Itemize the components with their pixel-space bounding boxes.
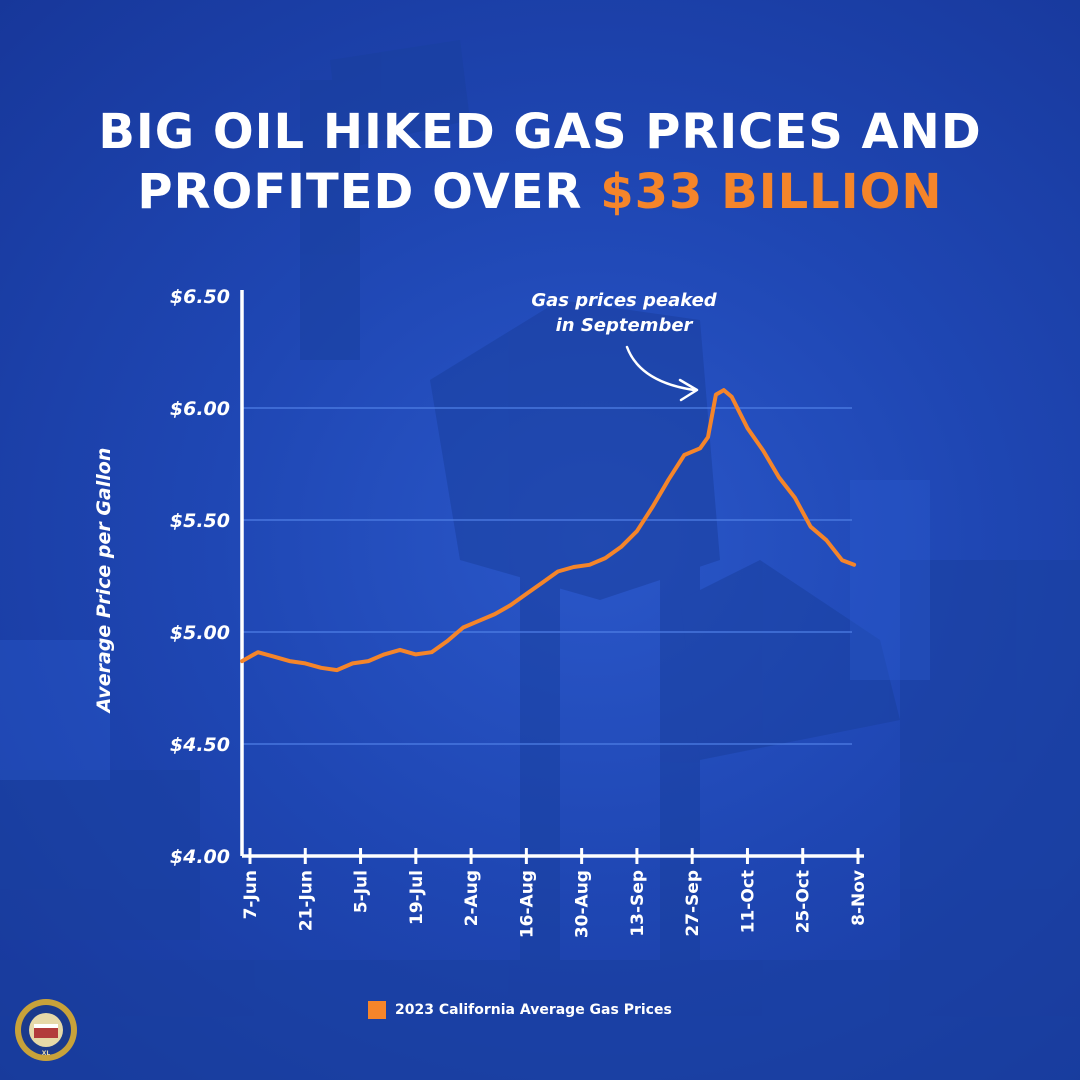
x-tick-label: 11-Oct <box>738 870 758 933</box>
data-point <box>651 505 655 509</box>
data-point <box>682 453 686 457</box>
data-point <box>461 625 465 630</box>
data-point <box>319 666 323 670</box>
y-tick-label: $6.50 <box>170 286 230 308</box>
series-line <box>240 388 857 673</box>
data-point <box>635 529 639 533</box>
data-point <box>540 581 544 585</box>
data-point <box>524 592 529 596</box>
data-point <box>272 655 276 659</box>
data-point <box>809 525 813 529</box>
data-point <box>840 558 844 562</box>
annotation-line-1: Gas prices peaked <box>531 290 717 311</box>
data-point <box>477 619 481 623</box>
data-point <box>430 650 434 654</box>
data-point <box>398 648 402 652</box>
data-point <box>619 545 623 549</box>
x-tick-label: 13-Sep <box>628 870 648 937</box>
legend-swatch <box>368 1001 386 1019</box>
data-point <box>706 435 710 439</box>
state-seal-icon: XL <box>15 999 77 1061</box>
headline-line-2: PROFITED OVER $33 BILLION <box>0 168 1080 216</box>
x-tick-label: 16-Aug <box>517 870 537 938</box>
data-point <box>414 652 418 657</box>
data-point <box>335 668 339 672</box>
x-tick-label: 21-Jun <box>296 870 316 931</box>
data-point <box>556 569 560 574</box>
data-point <box>587 563 592 567</box>
data-point <box>698 446 702 450</box>
annotation-line-2: in September <box>555 315 693 336</box>
series-layer <box>240 388 857 673</box>
gridlines <box>242 407 852 745</box>
data-point <box>603 556 607 560</box>
data-point <box>445 639 449 643</box>
headline-line-1: BIG OIL HIKED GAS PRICES AND <box>98 104 982 160</box>
data-point <box>366 659 370 663</box>
data-point <box>730 395 734 399</box>
x-tick-labels: 7-Jun 21-Jun 5-Jul 19-Jul 2-Aug 16-Aug 30-Aug 1… <box>241 848 869 938</box>
data-point <box>722 388 726 392</box>
arrow-curve <box>625 345 696 392</box>
headline-line-2-prefix: PROFITED OVER <box>137 164 601 220</box>
y-tick-label: $4.50 <box>170 734 230 756</box>
x-tick-label: 8-Nov <box>849 870 869 926</box>
data-point <box>493 612 497 616</box>
data-point <box>666 478 671 482</box>
data-point <box>509 603 513 607</box>
x-tick-label: 30-Aug <box>573 870 593 938</box>
y-axis-label: Average Price per Gallon <box>93 447 115 713</box>
x-tick-label: 2-Aug <box>462 870 482 926</box>
data-point <box>824 538 829 542</box>
y-tick-label: $5.50 <box>170 510 230 532</box>
data-point <box>351 661 355 666</box>
annotation-arrow <box>625 345 699 402</box>
data-point <box>287 659 292 663</box>
x-tick-label: 5-Jul <box>352 870 372 913</box>
data-point <box>793 496 797 500</box>
headline-highlight: $33 BILLION <box>600 164 943 220</box>
y-tick-label: $6.00 <box>170 398 230 420</box>
data-point <box>852 563 856 567</box>
x-tick-label: 27-Sep <box>683 870 703 937</box>
data-point <box>745 426 750 430</box>
legend: 2023 California Average Gas Prices <box>368 1001 672 1019</box>
y-tick-label: $5.00 <box>170 622 230 644</box>
data-point <box>382 652 386 657</box>
data-point <box>761 449 765 453</box>
svg-text:XL: XL <box>42 1050 51 1057</box>
data-point <box>303 661 307 666</box>
data-point <box>240 659 244 663</box>
data-point <box>714 393 718 397</box>
y-tick-labels: $4.00 $4.50 $5.00 $5.50 $6.00 $6.50 <box>170 286 230 868</box>
arrow-head <box>678 378 699 402</box>
data-point <box>572 565 576 569</box>
legend-label: 2023 California Average Gas Prices <box>395 1002 672 1018</box>
y-tick-label: $4.00 <box>170 846 230 868</box>
x-tick-label: 25-Oct <box>794 870 814 933</box>
peak-annotation: Gas prices peaked in September <box>508 288 740 338</box>
data-point <box>256 650 260 654</box>
x-tick-label: 7-Jun <box>241 870 261 919</box>
x-tick-label: 19-Jul <box>407 870 427 925</box>
axes <box>240 290 864 858</box>
data-point <box>777 475 781 479</box>
